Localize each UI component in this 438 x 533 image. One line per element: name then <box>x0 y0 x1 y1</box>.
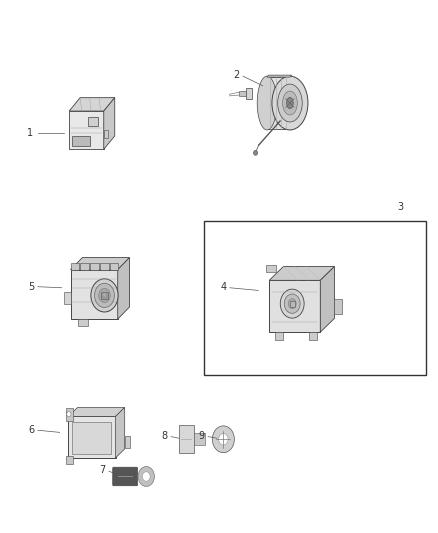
FancyBboxPatch shape <box>113 467 138 486</box>
Bar <box>335 300 343 314</box>
Bar <box>204 221 426 375</box>
Bar <box>275 332 283 340</box>
Bar <box>72 136 90 146</box>
Bar <box>66 408 73 421</box>
Bar <box>104 130 109 138</box>
Text: 5: 5 <box>28 282 34 292</box>
Circle shape <box>212 426 234 453</box>
Bar <box>71 422 111 454</box>
Ellipse shape <box>272 76 308 130</box>
Bar <box>179 425 194 453</box>
Circle shape <box>280 289 304 318</box>
Polygon shape <box>267 77 290 129</box>
Bar <box>266 265 276 272</box>
Polygon shape <box>68 408 125 416</box>
Bar <box>64 292 71 304</box>
Polygon shape <box>118 257 130 319</box>
Bar <box>309 332 317 340</box>
Bar <box>71 270 118 319</box>
Circle shape <box>142 472 150 481</box>
Bar <box>102 294 106 297</box>
Circle shape <box>99 288 110 302</box>
Bar <box>125 437 130 448</box>
Bar <box>194 433 205 445</box>
Circle shape <box>91 279 118 312</box>
Polygon shape <box>116 408 125 458</box>
Bar <box>239 91 247 96</box>
Text: 8: 8 <box>161 431 167 441</box>
Polygon shape <box>104 98 115 149</box>
Circle shape <box>67 411 71 417</box>
Bar <box>269 280 320 332</box>
Ellipse shape <box>287 98 293 109</box>
Polygon shape <box>267 75 292 77</box>
Bar <box>90 263 99 270</box>
Bar <box>68 416 116 458</box>
Bar <box>78 319 88 326</box>
Bar <box>69 111 104 149</box>
Ellipse shape <box>283 91 297 115</box>
Bar <box>71 263 79 270</box>
Text: 9: 9 <box>198 431 205 441</box>
Circle shape <box>138 466 155 487</box>
Bar <box>66 456 73 464</box>
Text: 6: 6 <box>28 425 34 435</box>
Circle shape <box>254 150 258 155</box>
Circle shape <box>284 294 300 313</box>
Polygon shape <box>69 98 115 111</box>
Circle shape <box>219 433 228 445</box>
Polygon shape <box>320 266 335 332</box>
Bar <box>81 263 89 270</box>
Bar <box>88 117 98 126</box>
Text: 3: 3 <box>397 202 403 212</box>
Circle shape <box>95 283 114 308</box>
Ellipse shape <box>257 76 277 130</box>
Polygon shape <box>269 266 335 280</box>
Circle shape <box>288 299 296 309</box>
Text: 7: 7 <box>99 465 106 475</box>
Text: 4: 4 <box>220 282 226 292</box>
Text: 2: 2 <box>234 70 240 80</box>
Bar <box>100 263 109 270</box>
Bar <box>246 88 252 99</box>
Ellipse shape <box>278 84 302 122</box>
Bar <box>110 263 118 270</box>
Polygon shape <box>71 257 130 270</box>
Text: 1: 1 <box>27 127 33 138</box>
Bar <box>290 301 295 307</box>
Bar <box>101 292 108 298</box>
